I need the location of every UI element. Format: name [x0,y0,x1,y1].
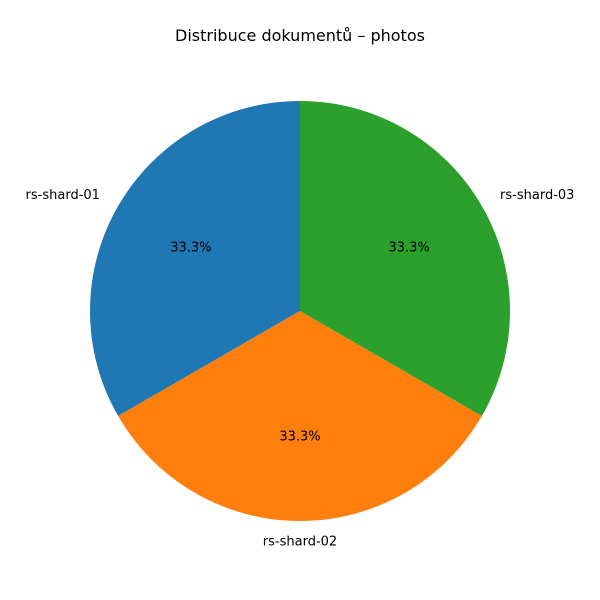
pie-slice-rs-shard-03 [300,101,510,416]
percent-label-rs-shard-01: 33.3% [170,241,211,256]
pie-slices [90,101,510,521]
slice-label-rs-shard-01: rs-shard-01 [26,188,100,203]
slice-label-rs-shard-03: rs-shard-03 [500,188,574,203]
pie-labels: rs-shard-01 33.3% rs-shard-02 33.3% rs-shard… [26,188,575,550]
pie-slice-rs-shard-02 [118,311,482,521]
percent-label-rs-shard-02: 33.3% [279,430,320,445]
percent-label-rs-shard-03: 33.3% [388,241,429,256]
pie-slice-rs-shard-01 [90,101,300,416]
chart-title: Distribuce dokumentů – photos [175,26,425,45]
slice-label-rs-shard-02: rs-shard-02 [263,535,337,550]
